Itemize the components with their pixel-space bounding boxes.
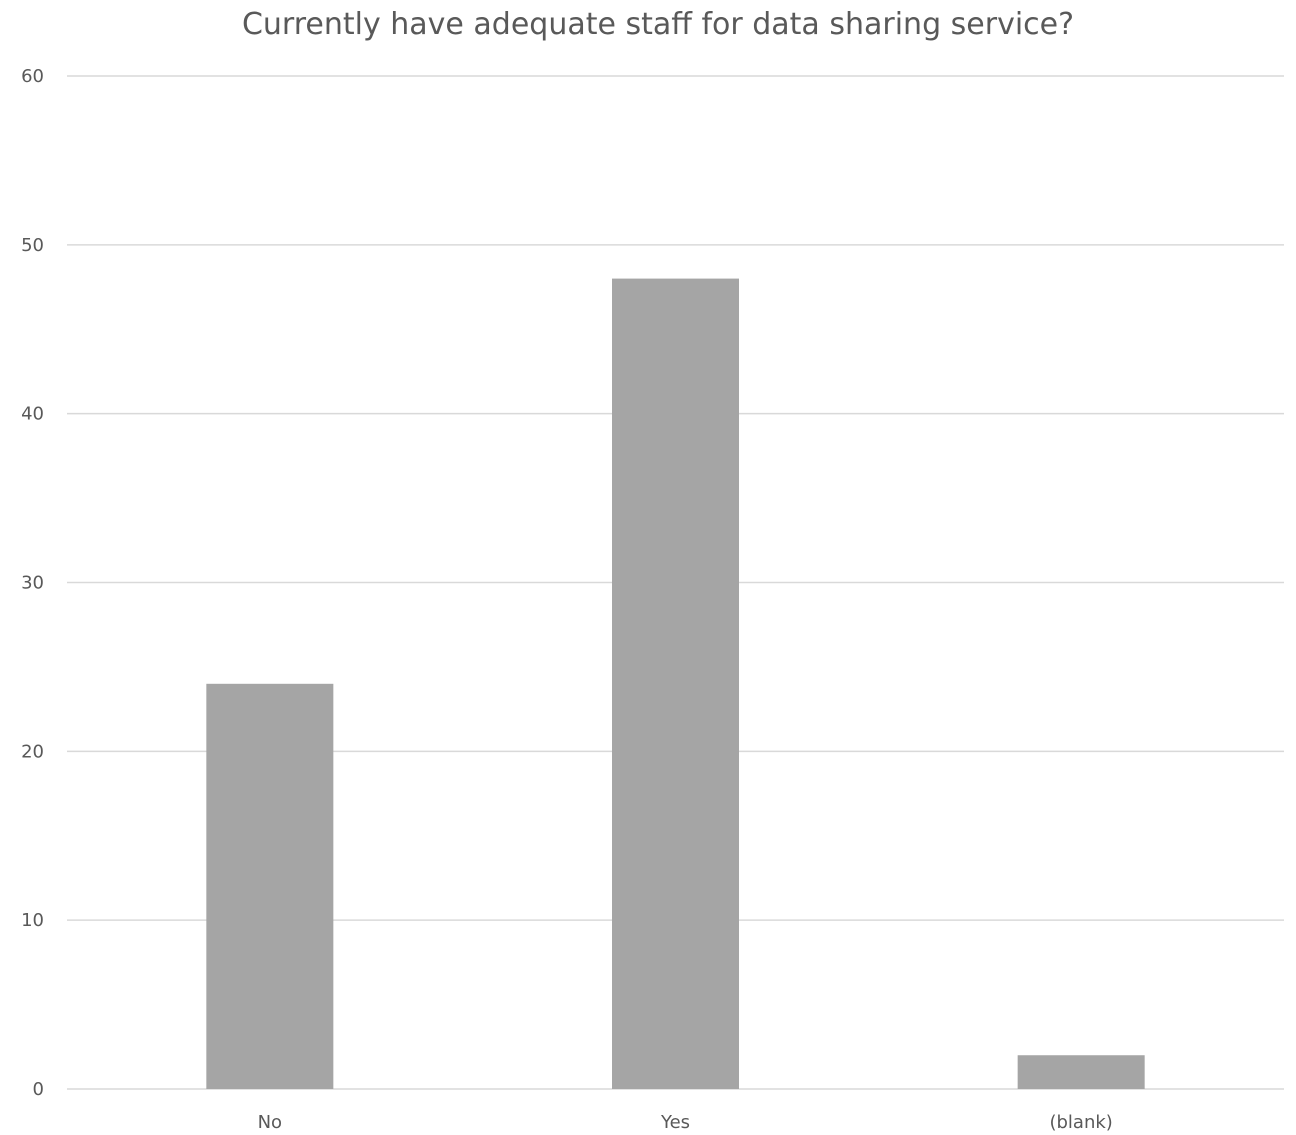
x-tick-label: No bbox=[258, 1112, 282, 1133]
x-axis-ticks: No Yes (blank) bbox=[258, 1112, 1113, 1133]
y-axis-ticks: 0 10 20 30 40 50 60 bbox=[21, 66, 44, 1100]
x-tick-label: Yes bbox=[660, 1112, 690, 1133]
y-tick-label: 50 bbox=[21, 235, 44, 256]
bar-yes bbox=[612, 278, 739, 1090]
y-tick-label: 20 bbox=[21, 741, 44, 762]
y-tick-label: 10 bbox=[21, 910, 44, 931]
y-tick-label: 30 bbox=[21, 573, 44, 594]
bars bbox=[206, 278, 1145, 1090]
y-tick-label: 60 bbox=[21, 66, 44, 87]
bar-no bbox=[206, 683, 334, 1089]
x-tick-label: (blank) bbox=[1049, 1112, 1112, 1133]
y-tick-label: 40 bbox=[21, 404, 44, 425]
y-tick-label: 0 bbox=[33, 1079, 44, 1100]
chart-title: Currently have adequate staff for data s… bbox=[242, 7, 1074, 42]
bar-blank bbox=[1017, 1055, 1145, 1089]
